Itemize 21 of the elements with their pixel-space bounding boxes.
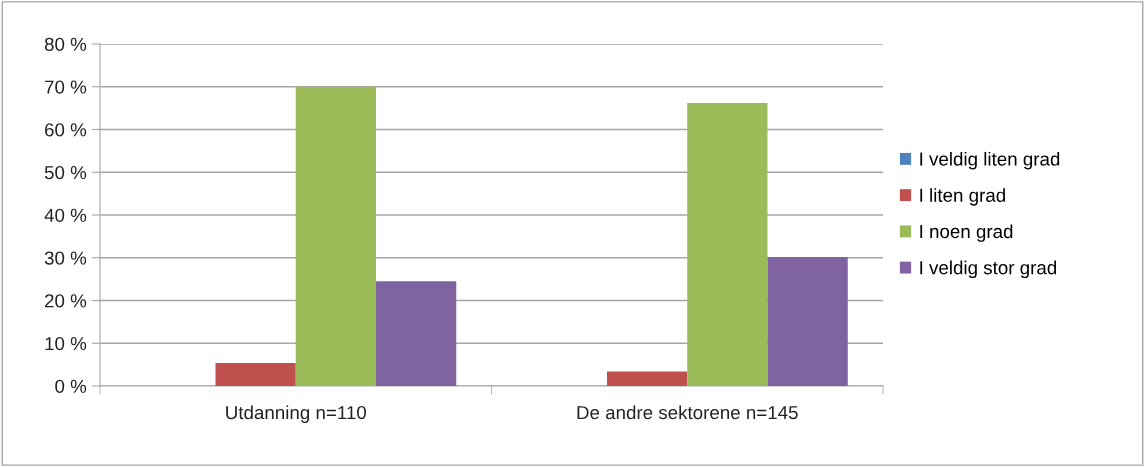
- y-tick-label: 0 %: [55, 379, 87, 393]
- bar: [376, 281, 457, 386]
- y-tick-label: 40 %: [44, 208, 87, 222]
- x-tick-label: Utdanning n=110: [226, 405, 367, 423]
- legend-label: I veldig stor grad: [920, 260, 1057, 279]
- x-tick-label: De andre sektorene n=145: [577, 405, 798, 420]
- bar: [295, 86, 377, 386]
- y-tick-label: 70 %: [45, 80, 87, 94]
- bar: [606, 371, 688, 386]
- legend-label: I veldig liten grad: [920, 151, 1060, 170]
- legend-label: I liten grad: [920, 188, 1005, 206]
- y-tick-label: 20 %: [45, 294, 87, 308]
- bar: [687, 103, 768, 386]
- y-tick-label: 60 %: [45, 123, 87, 137]
- y-tick-label: 50 %: [44, 165, 87, 180]
- y-tick-label: 80 %: [44, 37, 87, 51]
- bar: [215, 362, 296, 386]
- legend-label: I noen grad: [920, 224, 1013, 242]
- y-tick-label: 30 %: [44, 251, 87, 265]
- bar: [767, 256, 848, 386]
- y-tick-label: 10 %: [45, 336, 87, 351]
